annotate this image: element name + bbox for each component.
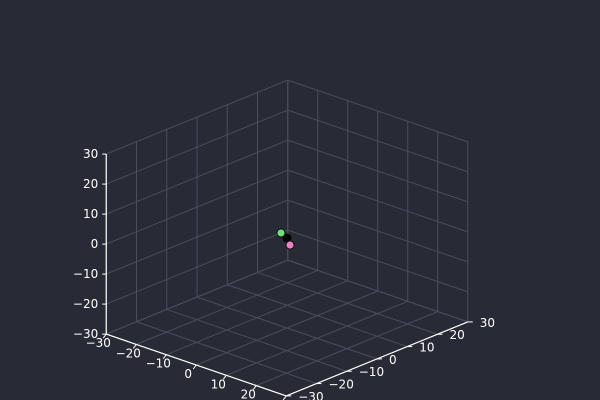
- grid-line: [106, 259, 288, 335]
- grid-line: [287, 109, 468, 173]
- grid-line: [106, 199, 288, 275]
- data-point: [276, 228, 286, 238]
- x-tick-mark: [102, 333, 107, 339]
- x-tick-mark: [252, 385, 257, 390]
- x-tick-label: 20: [241, 388, 256, 400]
- x-tick-label: −10: [146, 357, 171, 371]
- y-tick-label: 20: [450, 328, 465, 342]
- grid-line: [106, 229, 288, 305]
- y-tick-label: −10: [359, 365, 384, 379]
- z-tick-label: −10: [73, 267, 98, 281]
- data-point: [285, 240, 295, 250]
- y-tick-label: −20: [329, 378, 354, 392]
- grid-line: [106, 79, 288, 155]
- grid-lines: [105, 79, 469, 397]
- grid-line: [196, 290, 378, 366]
- z-tick-label: −30: [73, 327, 98, 341]
- z-tick-label: 20: [83, 177, 98, 191]
- y-tick-label: 0: [389, 353, 397, 367]
- z-tick-label: 10: [83, 207, 98, 221]
- grid-line: [287, 229, 468, 293]
- x-tick-mark: [132, 344, 137, 349]
- z-tick-label: −20: [73, 297, 98, 311]
- x-tick-mark: [222, 374, 227, 380]
- grid-line: [226, 300, 408, 376]
- tick-labels: −30 −20 −10 0 10 20 30 −30 −20 −10 0 10 20 30 −30 −20 −1…: [73, 147, 495, 400]
- grid-line: [287, 199, 468, 263]
- x-tick-label: 30: [271, 398, 286, 400]
- data-points: [276, 228, 295, 250]
- x-tick-mark: [162, 354, 167, 359]
- y-tick-label: 30: [480, 316, 495, 330]
- grid-line: [287, 169, 468, 233]
- z-tick-label: 30: [83, 147, 98, 161]
- grid-line: [106, 139, 288, 215]
- grid-line: [287, 79, 468, 143]
- grid-line: [106, 109, 288, 185]
- y-tick-label: −30: [298, 390, 323, 400]
- grid-line: [166, 280, 348, 356]
- x-tick-label: 10: [211, 377, 226, 391]
- grid-line: [106, 169, 288, 245]
- x-tick-mark: [282, 395, 287, 400]
- grid-line: [287, 139, 468, 203]
- grid-line: [256, 311, 438, 387]
- grid-line: [136, 269, 318, 345]
- x-tick-mark: [192, 364, 197, 370]
- axes: [102, 153, 473, 400]
- y-tick-label: 10: [419, 341, 434, 355]
- x-tick-label: 0: [184, 367, 192, 381]
- grid-line: [287, 259, 468, 323]
- x-tick-label: −20: [116, 346, 141, 360]
- z-tick-label: 0: [91, 237, 99, 251]
- x-tick-label: −30: [86, 336, 111, 350]
